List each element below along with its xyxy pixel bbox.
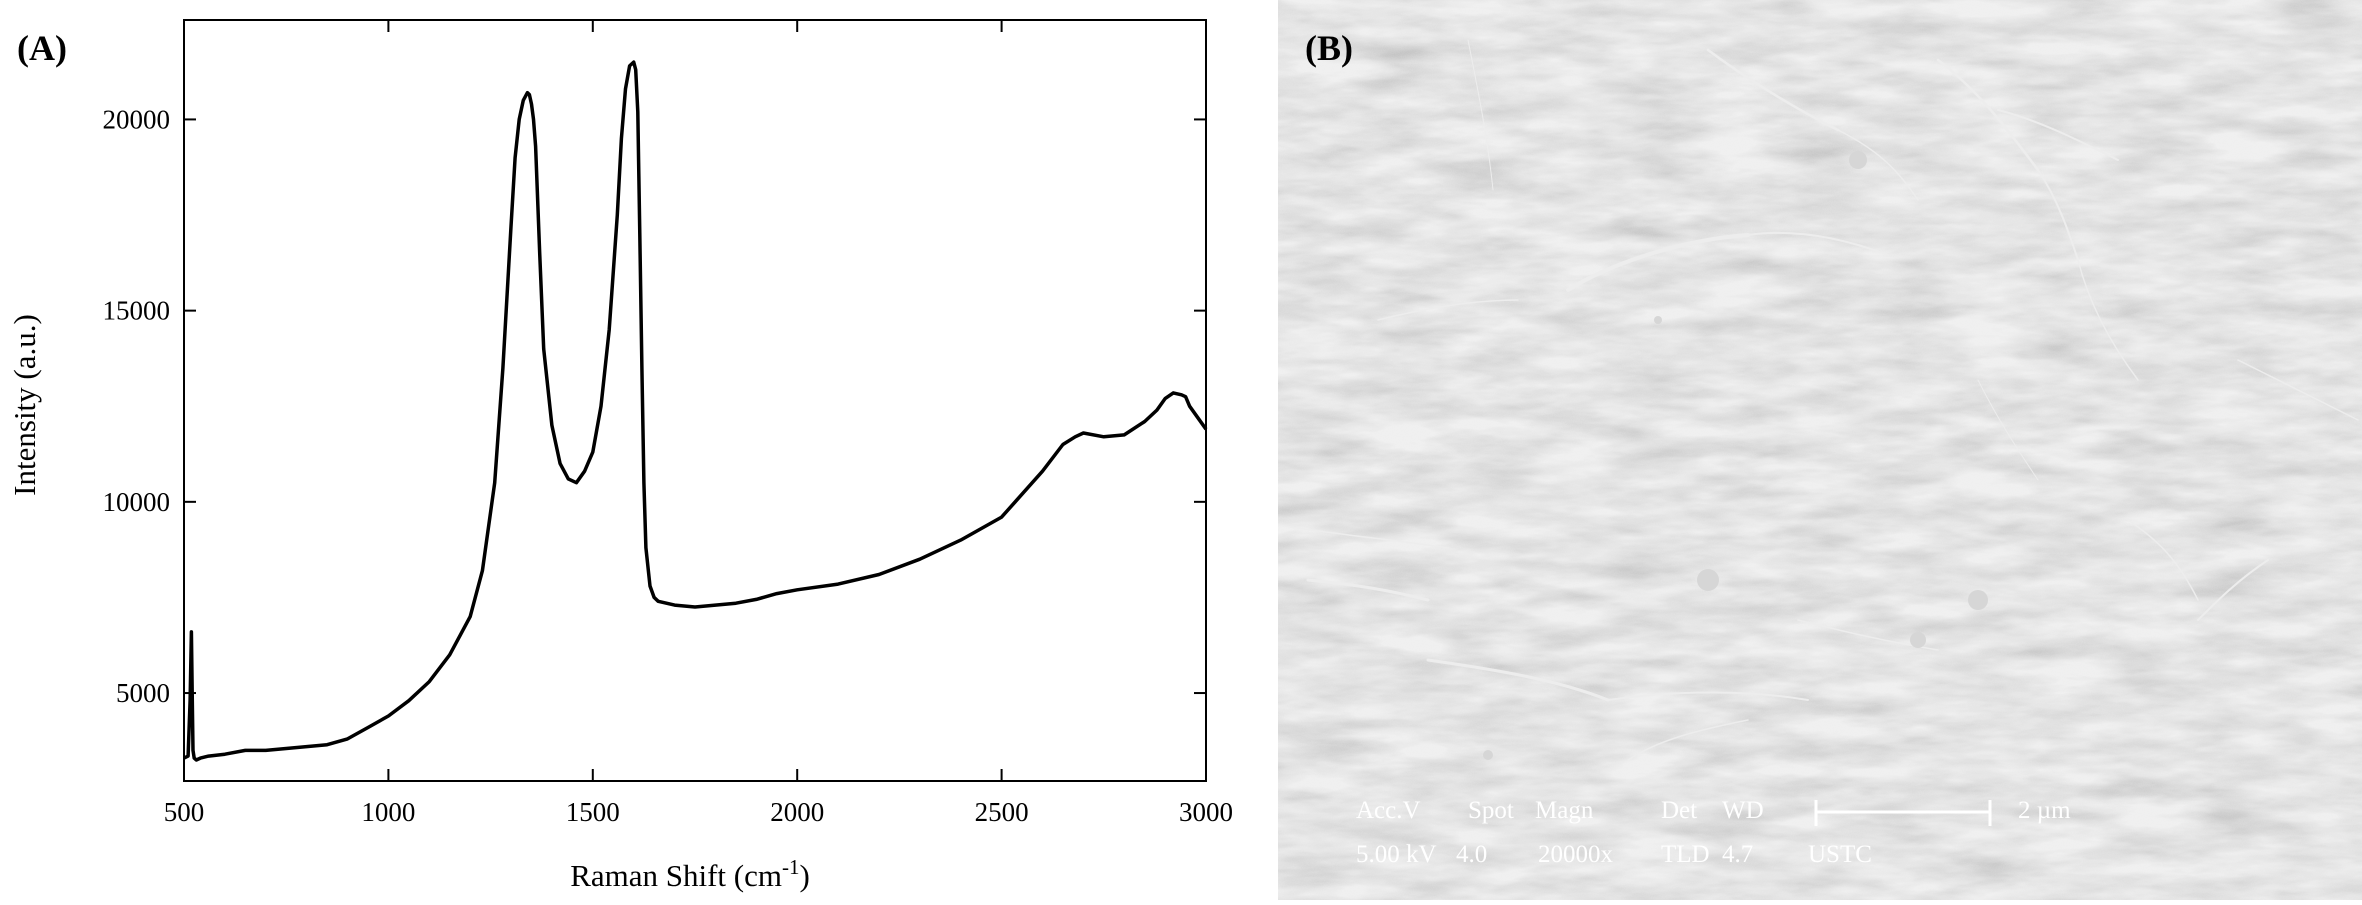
y-tick-label-15000: 15000 bbox=[103, 296, 171, 326]
raman-spectrum-line bbox=[183, 60, 1208, 762]
sem-grain bbox=[1278, 0, 2362, 900]
panel-b-label: (B) bbox=[1305, 28, 1353, 68]
panel-a-label: (A) bbox=[17, 28, 67, 68]
y-tick-label-10000: 10000 bbox=[103, 487, 171, 517]
x-tick-label-500: 500 bbox=[164, 797, 205, 827]
institution-label: USTC bbox=[1808, 841, 1872, 868]
y-axis-label: Intensity (a.u.) bbox=[7, 314, 42, 496]
info-value-magn: 20000x bbox=[1538, 841, 1614, 868]
x-axis-label-superscript: -1 bbox=[782, 855, 800, 879]
plot-frame bbox=[183, 19, 1207, 782]
x-tick-label-1500: 1500 bbox=[566, 797, 620, 827]
x-axis-label-close: ) bbox=[799, 858, 809, 893]
info-header-wd: WD bbox=[1722, 797, 1764, 824]
x-tick-label-3000: 3000 bbox=[1179, 797, 1233, 827]
sem-micrograph: Acc.V Spot Magn Det WD 5.00 kV 4.0 20000… bbox=[1278, 0, 2362, 900]
x-tick-label-1000: 1000 bbox=[361, 797, 415, 827]
raman-chart: 500 1000 1500 2000 2500 3000 5000 10000 15000 200… bbox=[7, 19, 1233, 893]
x-axis-label-main: Raman Shift (cm bbox=[570, 858, 782, 893]
info-header-det: Det bbox=[1661, 797, 1697, 824]
y-tick-label-20000: 20000 bbox=[103, 104, 171, 134]
info-header-magn: Magn bbox=[1535, 797, 1594, 824]
info-header-accv: Acc.V bbox=[1356, 797, 1421, 824]
info-value-det: TLD bbox=[1661, 841, 1710, 868]
sem-info-bar: Acc.V Spot Magn Det WD 5.00 kV 4.0 20000… bbox=[1356, 797, 2071, 868]
scale-bar-label: 2 µm bbox=[2018, 797, 2071, 824]
x-tick-label-2000: 2000 bbox=[770, 797, 824, 827]
scale-bar bbox=[1814, 800, 1992, 826]
info-value-accv: 5.00 kV bbox=[1356, 841, 1437, 868]
raman-chart-panel: 500 1000 1500 2000 2500 3000 5000 10000 15000 200… bbox=[7, 19, 1233, 893]
info-header-spot: Spot bbox=[1468, 797, 1514, 824]
graphene-wrinkles bbox=[1278, 39, 2359, 761]
sem-image-panel: Acc.V Spot Magn Det WD 5.00 kV 4.0 20000… bbox=[1278, 0, 2362, 900]
x-axis-label: Raman Shift (cm-1) bbox=[570, 855, 810, 893]
surface-particles bbox=[1483, 151, 1988, 760]
info-value-spot: 4.0 bbox=[1456, 841, 1487, 868]
info-value-wd: 4.7 bbox=[1722, 841, 1753, 868]
y-tick-label-5000: 5000 bbox=[116, 678, 170, 708]
x-tick-label-2500: 2500 bbox=[975, 797, 1029, 827]
